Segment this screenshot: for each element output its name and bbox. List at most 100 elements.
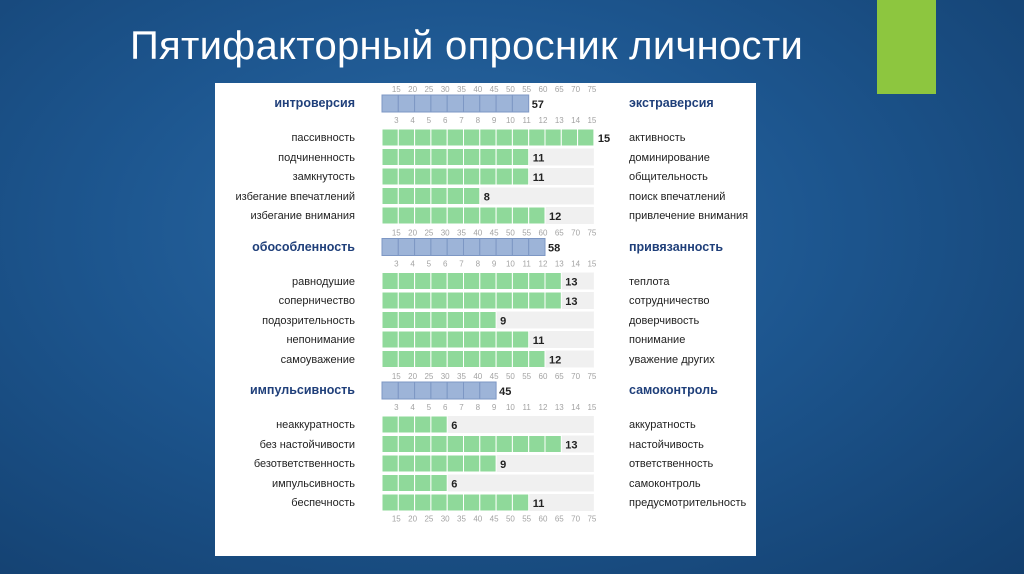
subscale-bar-cell [496, 273, 512, 290]
factor-tick-label: 60 [539, 515, 548, 524]
subscale-left-label: равнодушие [215, 275, 355, 289]
factor-tick-label: 70 [571, 515, 580, 524]
subscale-bar-cell [496, 149, 512, 166]
subscale-bar-cell [480, 129, 496, 146]
subscale-value-label: 12 [549, 355, 561, 367]
subscale-value-label: 8 [484, 192, 490, 204]
subscale-bar-cell [398, 292, 414, 309]
subscale-bar-cell [447, 436, 463, 453]
factor-bar-cell [464, 382, 480, 399]
subscale-bar-cell [398, 416, 414, 433]
subscale-bar-cell [415, 207, 431, 224]
subscale-tick-label: 10 [506, 260, 515, 269]
factor-bar-cell [480, 239, 496, 256]
subscale-right-label: самоконтроль [629, 477, 701, 491]
factor-bar-cell [398, 95, 414, 112]
subscale-bar-cell [415, 149, 431, 166]
factor-bar-cell [480, 95, 496, 112]
subscale-bar-cell [480, 331, 496, 348]
subscale-bar-cell [415, 436, 431, 453]
subscale-bar-cell [447, 149, 463, 166]
subscale-bar-cell [464, 312, 480, 329]
subscale-bar-cell [529, 436, 545, 453]
factor-right-label: привязанность [629, 240, 723, 254]
subscale-left-label: избегание внимания [215, 209, 355, 223]
subscale-bar-cell [415, 292, 431, 309]
subscale-bar-cell [398, 207, 414, 224]
subscale-bar-cell [398, 149, 414, 166]
factor-tick-label: 15 [392, 515, 401, 524]
subscale-value-label: 6 [451, 420, 457, 432]
subscale-bar-cell [512, 149, 528, 166]
factor-value-label: 58 [548, 243, 560, 255]
subscale-bar-cell [431, 273, 447, 290]
subscale-left-label: избегание впечатлений [215, 190, 355, 204]
subscale-right-label: привлечение внимания [629, 209, 748, 223]
subscale-bar-cell [496, 351, 512, 368]
subscale-bar-cell [398, 455, 414, 472]
subscale-bar-cell [382, 436, 398, 453]
factor-tick-label: 60 [539, 372, 548, 381]
subscale-bar-cell [545, 292, 561, 309]
factor-bar-cell [447, 382, 463, 399]
factor-tick-label: 65 [555, 229, 564, 238]
subscale-bar-cell [415, 494, 431, 511]
subscale-bar-cell [415, 455, 431, 472]
subscale-left-label: безответственность [215, 457, 355, 471]
subscale-bar-cell [496, 494, 512, 511]
subscale-bar-cell [431, 149, 447, 166]
subscale-bar-cell [415, 129, 431, 146]
factor-tick-label: 70 [571, 229, 580, 238]
factor-tick-label: 55 [522, 85, 531, 94]
subscale-right-label: настойчивость [629, 438, 704, 452]
factor-tick-label: 60 [539, 229, 548, 238]
factor-bar-cell [512, 95, 528, 112]
subscale-tick-label: 12 [539, 403, 548, 412]
subscale-right-label: аккуратность [629, 418, 696, 432]
subscale-bar-cell [545, 129, 561, 146]
subscale-value-label: 6 [451, 479, 457, 491]
factor-tick-label: 45 [490, 85, 499, 94]
subscale-value-label: 15 [598, 133, 610, 145]
factor-tick-label: 20 [408, 85, 417, 94]
subscale-bar-cell [382, 455, 398, 472]
subscale-tick-label: 8 [476, 116, 481, 125]
subscale-bar-cell [464, 149, 480, 166]
factor-tick-label: 70 [571, 372, 580, 381]
subscale-bar-cell [447, 292, 463, 309]
subscale-bar-cell [447, 312, 463, 329]
factor-tick-label: 45 [490, 515, 499, 524]
subscale-right-label: ответственность [629, 457, 713, 471]
subscale-bar-cell [398, 331, 414, 348]
subscale-bar-cell [431, 455, 447, 472]
subscale-bar-cell [382, 168, 398, 185]
subscale-bar-cell [480, 292, 496, 309]
factor-bar-cell [496, 239, 512, 256]
subscale-bar-cell [431, 188, 447, 205]
factor-bar-cell [431, 382, 447, 399]
factor-bar-cell [431, 95, 447, 112]
subscale-right-label: уважение других [629, 353, 715, 367]
subscale-bar-cell [464, 455, 480, 472]
subscale-bar-cell [496, 129, 512, 146]
subscale-bar-cell [382, 416, 398, 433]
subscale-left-label: непонимание [215, 333, 355, 347]
subscale-bar-cell [512, 129, 528, 146]
subscale-value-label: 12 [549, 211, 561, 223]
subscale-bar-cell [464, 351, 480, 368]
subscale-tick-label: 4 [410, 116, 415, 125]
subscale-tick-label: 8 [476, 260, 481, 269]
subscale-bar-cell [415, 331, 431, 348]
subscale-right-label: предусмотрительность [629, 496, 746, 510]
subscale-bar-cell [415, 188, 431, 205]
subscale-bar-cell [464, 331, 480, 348]
subscale-tick-label: 15 [587, 403, 596, 412]
subscale-bar-cell [447, 168, 463, 185]
factor-bar-cell [415, 95, 431, 112]
factor-bar-cell [496, 95, 512, 112]
subscale-value-label: 11 [533, 498, 545, 510]
subscale-bar-cell [398, 168, 414, 185]
subscale-bar-cell [415, 273, 431, 290]
factor-tick-label: 75 [587, 372, 596, 381]
factor-tick-label: 75 [587, 515, 596, 524]
